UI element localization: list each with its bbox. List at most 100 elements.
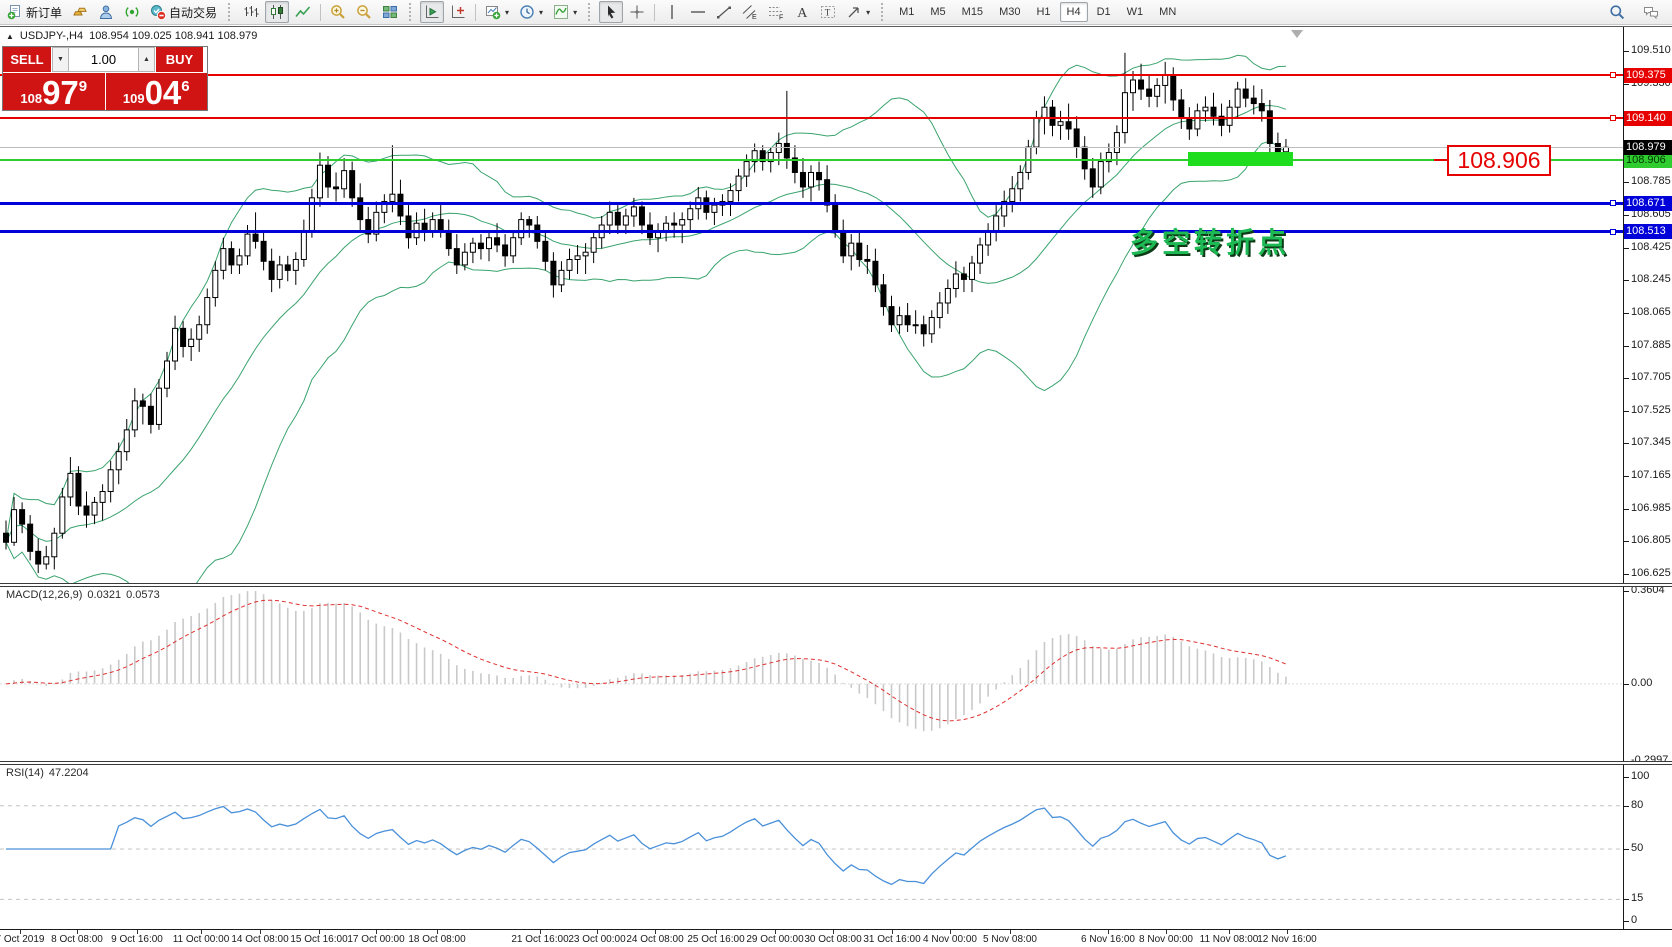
toolbar-group-handle[interactable] <box>881 3 886 21</box>
horizontal-line-object[interactable] <box>0 201 1623 205</box>
candle-body <box>952 273 959 289</box>
text-button[interactable]: A <box>790 1 814 23</box>
candle-body <box>960 273 967 280</box>
navigator-button[interactable] <box>94 1 118 23</box>
candle-body <box>1210 106 1217 117</box>
buy-price-display[interactable]: 109 04 6 <box>105 73 207 110</box>
bollinger-middle-band[interactable] <box>5 104 1287 543</box>
zoom-in-button[interactable] <box>326 1 350 23</box>
time-tick <box>1010 930 1011 934</box>
trendline-button[interactable] <box>712 1 736 23</box>
crosshair-button[interactable] <box>625 1 649 23</box>
volume-decrease-button[interactable]: ▼ <box>52 47 69 72</box>
horizontal-line-object[interactable] <box>0 159 1623 162</box>
channel-button[interactable]: E <box>738 1 762 23</box>
volume-increase-button[interactable]: ▲ <box>138 47 155 72</box>
chevron-down-icon[interactable]: ▾ <box>505 7 510 17</box>
timeframe-m5[interactable]: M5 <box>930 6 946 18</box>
search-button[interactable] <box>1605 1 1629 23</box>
candle-body <box>1154 84 1161 97</box>
bar-chart-button[interactable] <box>239 1 263 23</box>
line-chart-button[interactable] <box>291 1 315 23</box>
bollinger-upper-band[interactable] <box>5 54 1286 543</box>
channel-icon: E <box>742 5 757 20</box>
timeframe-h1[interactable]: H1 <box>1036 6 1051 18</box>
vertical-line-button[interactable] <box>660 1 684 23</box>
time-tick <box>1287 930 1288 934</box>
tile-windows-button[interactable] <box>378 1 402 23</box>
market-watch-button[interactable] <box>68 1 92 23</box>
rsi-canvas[interactable] <box>0 765 1623 929</box>
autotrading-button[interactable]: 自动交易 <box>146 1 221 24</box>
buy-button[interactable]: BUY <box>155 47 203 72</box>
toolbar-group-handle[interactable] <box>588 3 593 21</box>
support-zone-rectangle[interactable] <box>1188 152 1293 167</box>
signals-button[interactable] <box>120 1 144 23</box>
candle-body <box>1266 110 1273 144</box>
indicators-button[interactable]: ▾ <box>549 1 581 23</box>
toolbar-group-handle[interactable] <box>228 3 233 21</box>
panel-separator[interactable] <box>0 761 1672 765</box>
line-anchor-handle[interactable] <box>1610 200 1616 207</box>
chart-shift-marker[interactable] <box>1291 30 1303 38</box>
cursor-button[interactable] <box>599 1 624 23</box>
candle-body <box>107 469 114 493</box>
gold-icon <box>73 7 87 16</box>
candle-body <box>1250 97 1257 105</box>
timeframe-mn[interactable]: MN <box>1159 6 1177 18</box>
candle-body <box>1138 79 1145 90</box>
toolbar-separator <box>654 3 656 21</box>
new-chart-button[interactable]: ▾ <box>481 1 513 23</box>
pivot-annotation[interactable]: 多空转折点 <box>1130 227 1291 258</box>
fibonacci-button[interactable]: F <box>764 1 788 23</box>
toolbar-group-handle[interactable] <box>409 3 414 21</box>
chevron-down-icon[interactable]: ▾ <box>866 7 871 17</box>
candlestick-chart-button[interactable] <box>265 1 290 23</box>
candle-body <box>325 164 331 188</box>
one-click-trading-panel: SELL ▼ ▲ BUY 108 97 9 109 04 6 <box>2 46 208 111</box>
horizontal-line-object[interactable] <box>0 117 1623 120</box>
timeframe-h4[interactable]: H4 <box>1059 2 1088 22</box>
macd-canvas[interactable] <box>0 587 1623 761</box>
chat-button[interactable] <box>1639 1 1663 23</box>
price-level-label[interactable]: 108.906 <box>1447 145 1551 176</box>
chart-area[interactable]: ▲ USDJPY-,H4 108.954 109.025 108.941 108… <box>0 26 1672 947</box>
sell-button[interactable]: SELL <box>3 47 52 72</box>
line-anchor-handle[interactable] <box>1610 228 1616 235</box>
svg-text:T: T <box>825 8 831 18</box>
new-order-button[interactable]: 新订单 <box>3 1 66 24</box>
horizontal-line-object[interactable] <box>0 230 1623 234</box>
text-label-button[interactable]: T <box>816 1 840 23</box>
line-anchor-handle[interactable] <box>1610 115 1616 122</box>
timeframe-m30[interactable]: M30 <box>999 6 1021 18</box>
timeframe-w1[interactable]: W1 <box>1126 6 1144 18</box>
timeframe-d1[interactable]: D1 <box>1096 6 1111 18</box>
panel-separator[interactable] <box>0 583 1672 587</box>
candle-body <box>808 171 814 188</box>
horizontal-line-object[interactable] <box>0 74 1623 77</box>
candle-body <box>735 175 742 192</box>
price-axis[interactable]: 109.510109.330108.785108.605108.425108.2… <box>1623 27 1672 929</box>
volume-input[interactable] <box>69 47 138 72</box>
candle-body <box>268 260 275 280</box>
profiles-button[interactable]: ▾ <box>515 1 547 23</box>
timeframe-m15[interactable]: M15 <box>961 6 984 18</box>
candle-body <box>397 193 404 217</box>
sell-price-display[interactable]: 108 97 9 <box>3 73 105 110</box>
price-axis-badge: 109.140 <box>1624 110 1672 126</box>
time-axis[interactable]: 7 Oct 2019 8 Oct 08:00 9 Oct 16:00 11 Oct 0… <box>0 929 1672 947</box>
horizontal-line-button[interactable] <box>686 1 710 23</box>
chevron-down-icon[interactable]: ▾ <box>573 7 578 17</box>
macd-signal-line <box>5 599 1287 722</box>
bollinger-lower-band[interactable] <box>5 140 1287 583</box>
shapes-button[interactable]: ▾ <box>842 1 874 23</box>
chevron-down-icon[interactable]: ▾ <box>539 7 544 17</box>
candle-body <box>486 237 492 250</box>
main-chart-canvas[interactable] <box>0 27 1623 583</box>
candle-body <box>292 258 299 271</box>
line-anchor-handle[interactable] <box>1610 72 1616 79</box>
zoom-out-button[interactable] <box>352 1 376 23</box>
timeframe-m1[interactable]: M1 <box>899 6 915 18</box>
auto-scroll-button[interactable] <box>420 1 445 23</box>
chart-shift-button[interactable] <box>446 1 470 23</box>
